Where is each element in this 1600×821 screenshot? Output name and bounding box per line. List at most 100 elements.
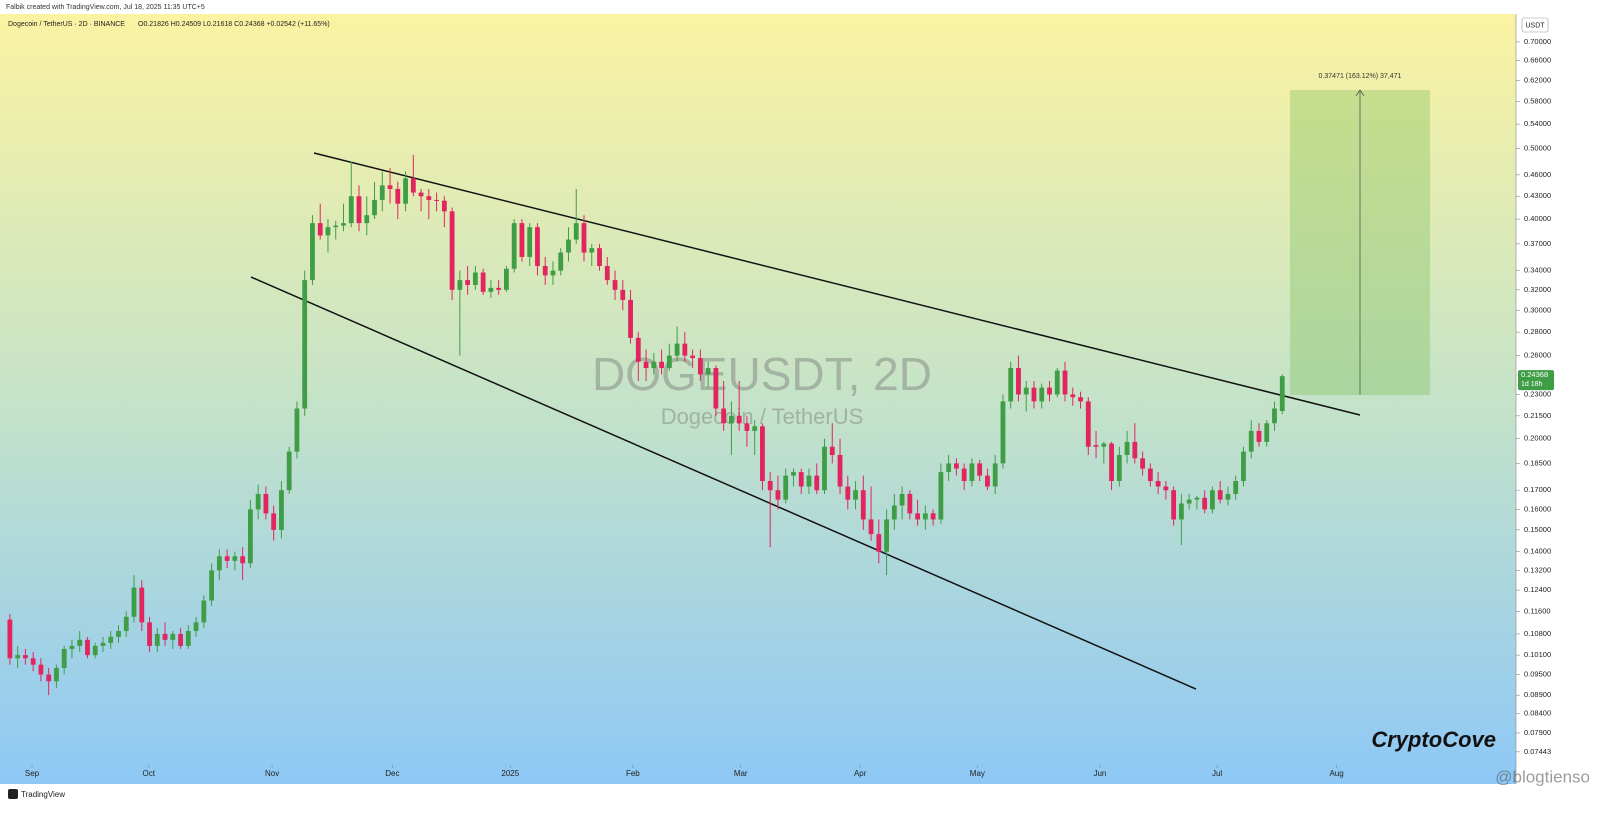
y-tick-label: 0.62000: [1524, 75, 1551, 84]
projection-arrowhead: [1355, 89, 1365, 97]
y-tick-label: 0.50000: [1524, 143, 1551, 152]
brand: CryptoCove: [1371, 727, 1496, 752]
price-axis-background: [1516, 14, 1600, 784]
candle-body: [1078, 397, 1083, 402]
countdown: 1d 18h: [1521, 381, 1543, 388]
candle-body: [1163, 486, 1169, 491]
y-tick-label: 0.07900: [1524, 728, 1551, 737]
candle-body: [845, 486, 851, 500]
candle-body: [193, 622, 199, 631]
candle-body: [271, 513, 277, 530]
candle-body: [310, 223, 315, 281]
candle-body: [744, 423, 750, 431]
candle-body: [1186, 499, 1192, 504]
candle-body: [806, 475, 812, 487]
candle-body: [946, 463, 952, 473]
y-tick-label: 0.21500: [1524, 411, 1551, 420]
candle-body: [1279, 376, 1285, 412]
candle-body: [54, 667, 59, 682]
candle-body: [566, 239, 571, 253]
candle-body: [659, 361, 664, 369]
y-tick-label: 0.30000: [1524, 305, 1551, 314]
unit-box: [1521, 17, 1549, 33]
candle-body: [1008, 368, 1014, 402]
lower-trendline: [250, 276, 1197, 690]
y-tick-label: 0.12400: [1524, 585, 1551, 594]
candle-body: [154, 633, 160, 646]
candle-body: [1054, 370, 1060, 395]
candle-body: [247, 509, 253, 564]
candle-body: [100, 642, 106, 646]
candle-body: [1039, 387, 1045, 402]
candle-body: [1171, 490, 1177, 520]
candle-body: [216, 556, 222, 571]
candle-body: [752, 426, 758, 431]
y-tick-label: 0.07443: [1524, 747, 1551, 756]
candle-body: [535, 227, 540, 267]
y-tick-label: 0.28000: [1524, 327, 1551, 336]
y-tick-label: 0.58000: [1524, 96, 1551, 105]
y-tick-label: 0.26000: [1524, 351, 1551, 360]
y-tick-label: 0.43000: [1524, 191, 1551, 200]
y-tick-label: 0.10100: [1524, 650, 1551, 659]
source-watermark: @blogtienso: [1495, 767, 1590, 786]
candle-body: [449, 211, 455, 290]
candle-body: [620, 289, 626, 300]
y-tick-label: 0.23000: [1524, 389, 1551, 398]
y-tick-label: 0.32000: [1524, 285, 1551, 294]
candle-body: [1256, 430, 1262, 442]
candle-body: [822, 446, 827, 491]
last-price-label: 0.24368: [1521, 370, 1548, 379]
candle-body: [131, 587, 137, 617]
candle-body: [884, 519, 889, 552]
candle-body: [1016, 368, 1021, 395]
candle-body: [1210, 490, 1215, 510]
candle-body: [729, 415, 734, 424]
candle-body: [418, 192, 424, 197]
candle-body: [7, 619, 13, 659]
candle-body: [860, 490, 866, 520]
candle-body: [139, 587, 145, 623]
candle-body: [348, 196, 354, 224]
candle-body: [542, 266, 548, 276]
candle-body: [985, 475, 990, 487]
candle-body: [240, 556, 246, 564]
candle-body: [760, 426, 765, 482]
candle-body: [953, 463, 959, 469]
candle-body: [713, 368, 719, 409]
candle-body: [1264, 423, 1270, 442]
candle-body: [15, 655, 21, 659]
candle-body: [457, 280, 463, 290]
candle-body: [1109, 443, 1114, 482]
footer-logo: TradingView: [21, 790, 65, 799]
candle-body: [1217, 490, 1223, 500]
candle-body: [1101, 443, 1107, 447]
candle-body: [1031, 387, 1037, 402]
candle-body: [22, 655, 28, 659]
candle-body: [263, 493, 269, 514]
x-tick-label: Mar: [734, 769, 748, 778]
candle-body: [504, 268, 509, 290]
candle-body: [317, 223, 323, 236]
candle-body: [379, 185, 385, 200]
candle-body: [356, 196, 362, 224]
candle-body: [1225, 493, 1231, 500]
candle-body: [1116, 454, 1122, 482]
candle-body: [589, 248, 595, 253]
candle-body: [333, 225, 339, 228]
y-tick-label: 0.17000: [1524, 485, 1551, 494]
candle-body: [550, 270, 556, 276]
y-tick-label: 0.14000: [1524, 547, 1551, 556]
candle-body: [798, 472, 804, 487]
upper-trendline: [313, 152, 1361, 416]
candle-body: [938, 472, 944, 520]
candle-body: [38, 664, 44, 675]
candle-body: [992, 463, 998, 487]
candle-body: [410, 178, 416, 193]
y-tick-label: 0.20000: [1524, 434, 1551, 443]
candle-body: [77, 639, 83, 646]
y-tick-label: 0.13200: [1524, 565, 1551, 574]
candle-body: [162, 633, 168, 640]
legend-symbol: Dogecoin / TetherUS · 2D · BINANCE: [8, 21, 125, 28]
candle-body: [201, 600, 207, 623]
